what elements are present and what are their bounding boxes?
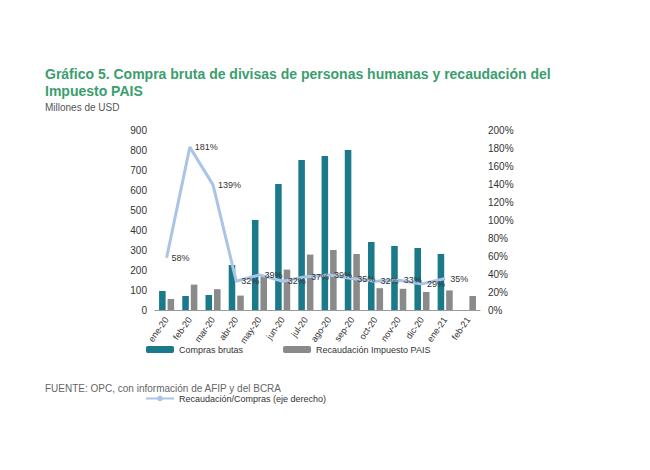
svg-text:200%: 200% xyxy=(488,125,514,136)
svg-text:400: 400 xyxy=(130,225,147,236)
svg-text:feb-20: feb-20 xyxy=(171,315,194,342)
svg-text:800: 800 xyxy=(130,145,147,156)
svg-text:0: 0 xyxy=(141,305,147,316)
svg-text:300: 300 xyxy=(130,245,147,256)
svg-text:0%: 0% xyxy=(488,305,503,316)
svg-text:160%: 160% xyxy=(488,161,514,172)
svg-text:oct-20: oct-20 xyxy=(357,315,380,341)
svg-text:39%: 39% xyxy=(334,270,352,280)
svg-text:Recaudación Impuesto PAIS: Recaudación Impuesto PAIS xyxy=(316,345,430,355)
svg-text:58%: 58% xyxy=(172,253,190,263)
svg-text:mar-20: mar-20 xyxy=(193,315,218,344)
svg-text:jun-20: jun-20 xyxy=(264,315,287,342)
svg-text:dic-20: dic-20 xyxy=(404,315,426,341)
svg-text:sep-20: sep-20 xyxy=(332,315,356,343)
svg-text:60%: 60% xyxy=(488,251,508,262)
svg-text:nov-20: nov-20 xyxy=(379,315,403,343)
svg-text:Impuesto PAIS: Impuesto PAIS xyxy=(45,83,143,99)
svg-text:37%: 37% xyxy=(311,272,329,282)
svg-text:35%: 35% xyxy=(357,274,375,284)
svg-text:33%: 33% xyxy=(404,275,422,285)
svg-text:35%: 35% xyxy=(450,274,468,284)
svg-text:200: 200 xyxy=(130,265,147,276)
svg-text:Millones de USD: Millones de USD xyxy=(45,102,119,113)
svg-text:ago-20: ago-20 xyxy=(309,315,333,344)
svg-text:32%: 32% xyxy=(241,276,259,286)
svg-text:Gráfico 5. Compra bruta de div: Gráfico 5. Compra bruta de divisas de pe… xyxy=(45,66,555,82)
svg-text:140%: 140% xyxy=(488,179,514,190)
svg-text:100%: 100% xyxy=(488,215,514,226)
svg-text:Recaudación/Compras (eje derec: Recaudación/Compras (eje derecho) xyxy=(179,394,326,404)
svg-text:100: 100 xyxy=(130,285,147,296)
svg-text:Compras brutas: Compras brutas xyxy=(179,345,244,355)
svg-text:180%: 180% xyxy=(488,143,514,154)
svg-text:600: 600 xyxy=(130,185,147,196)
svg-text:abr-20: abr-20 xyxy=(217,315,240,342)
svg-text:FUENTE: OPC, con información d: FUENTE: OPC, con información de AFIP y d… xyxy=(45,383,281,394)
svg-text:32%: 32% xyxy=(381,276,399,286)
svg-text:20%: 20% xyxy=(488,287,508,298)
svg-text:139%: 139% xyxy=(218,180,241,190)
svg-text:40%: 40% xyxy=(488,269,508,280)
svg-text:feb-21: feb-21 xyxy=(450,315,473,342)
svg-text:120%: 120% xyxy=(488,197,514,208)
svg-text:181%: 181% xyxy=(195,142,218,152)
svg-text:900: 900 xyxy=(130,125,147,136)
svg-text:jul-20: jul-20 xyxy=(289,315,310,340)
svg-text:29%: 29% xyxy=(427,279,445,289)
svg-text:ene-21: ene-21 xyxy=(425,315,449,344)
svg-text:ene-20: ene-20 xyxy=(146,315,170,344)
svg-text:80%: 80% xyxy=(488,233,508,244)
svg-text:may-20: may-20 xyxy=(238,315,263,345)
svg-text:32%: 32% xyxy=(288,276,306,286)
svg-text:500: 500 xyxy=(130,205,147,216)
svg-text:700: 700 xyxy=(130,165,147,176)
svg-text:39%: 39% xyxy=(264,270,282,280)
